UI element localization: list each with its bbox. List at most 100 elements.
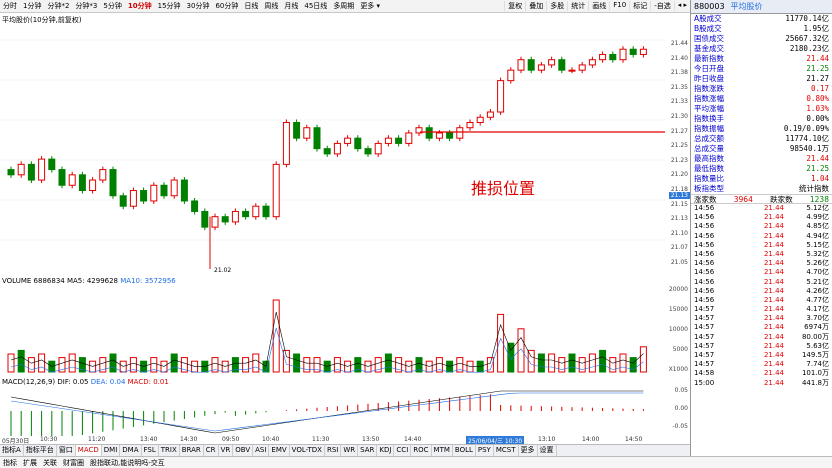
toolbar-button[interactable]: 统计 [567,1,588,11]
period-tab[interactable]: 分钟*3 [75,2,98,10]
indicator-tab[interactable]: 窗口 [57,445,76,456]
period-tab[interactable]: 15分钟 [157,2,181,10]
tick-time: 14:56 [694,249,715,258]
tick-time: 14:56 [694,222,715,231]
stat-row: 板指类型 统计指数 [691,184,832,194]
toolbar-button[interactable]: 多股 [546,1,567,11]
indicator-tab[interactable]: FSL [142,445,159,456]
status-item[interactable]: 扩展 [23,458,37,467]
indicator-tab[interactable]: RSI [325,445,342,456]
candle-body [568,69,576,72]
status-item[interactable]: 股指联动,能说明吗-交互 [90,458,165,467]
macd-panel[interactable] [0,387,665,436]
candlestick-panel[interactable]: 21.02 [0,22,665,275]
macd-dea: DEA: 0.04 [90,378,126,386]
indicator-tab[interactable]: TRIX [159,445,180,456]
period-tab[interactable]: 10分钟 [127,2,152,10]
status-item[interactable]: 关联 [43,458,57,467]
tick-list[interactable]: 14:56 21.44 5.12亿 14:56 21.44 4.99亿 14:56 21.44… [691,204,832,388]
period-tab[interactable]: 分钟*2 [47,2,70,10]
stat-value: 统计指数 [799,184,829,193]
index-info-panel: 880003 平均股价 A股成交 11770.14亿 B股成交 1.95亿 国债成交 25… [690,0,832,468]
stat-key: 平均涨幅 [694,104,724,113]
tick-price: 21.44 [763,240,784,249]
macd-macd: MACD: 0.01 [127,378,169,386]
toolbar-button[interactable]: F10 [609,1,629,11]
indicator-tab[interactable]: SAR [358,445,378,456]
indicator-tab[interactable]: MCST [494,445,519,456]
candle-body [497,80,505,113]
indicator-tab[interactable]: ASI [253,445,270,456]
volume-panel[interactable] [0,286,665,376]
period-tab[interactable]: 分时 [3,2,17,10]
period-tab[interactable]: 1分钟 [23,2,42,10]
period-tab[interactable]: 日线 [244,2,259,10]
indicator-tab[interactable]: MACD [75,445,102,456]
indicator-tab[interactable]: 指标平台 [24,445,57,456]
toolbar-button[interactable]: -自选 [650,1,674,11]
period-tab[interactable]: 45日线 [304,2,328,10]
time-label: 11:30 [312,436,330,443]
candle-body [333,142,341,155]
indicator-tab[interactable]: BOLL [453,445,476,456]
indicator-tab[interactable]: 设置 [538,445,557,456]
indicator-tab[interactable]: VOL-TDX [290,445,325,456]
indicator-tab[interactable]: DMA [120,445,142,456]
tick-row: 15:00 21.44 441.8万 [691,379,832,388]
vol-tick: 15000 [668,306,688,313]
status-item[interactable]: 指标 [3,458,17,467]
indicator-tab[interactable]: ROC [411,445,432,456]
toolbar-button[interactable]: 标记 [629,1,650,11]
volume-bar [507,342,515,373]
indicator-tab[interactable]: BRAR [180,445,204,456]
indicator-tab[interactable]: KDJ [377,445,395,456]
indicator-tab[interactable]: DMI [102,445,121,456]
time-label: 11:20 [88,436,106,443]
price-tick: 21.15 [670,200,688,208]
vol-tick: X1000 [668,366,688,373]
price-tick: 21.40 [670,54,688,62]
stat-value: 21.27 [806,74,829,83]
indicator-tab[interactable]: CR [204,445,219,456]
indicator-tab[interactable]: MTM [432,445,453,456]
stat-key: 最新指数 [694,54,724,63]
period-tab[interactable]: 月线 [284,2,299,10]
stat-key: 指数量比 [694,174,724,183]
indicator-tab[interactable]: EMV [269,445,290,456]
indicator-tab[interactable]: 指标A [0,445,24,456]
stat-key: 板指类型 [694,184,724,193]
period-tab[interactable]: 30分钟 [186,2,210,10]
indicator-tab[interactable]: PSY [476,445,494,456]
candle-body [578,64,586,71]
indicator-tab[interactable]: VR [219,445,234,456]
candle-body [48,158,56,171]
toolbar-button[interactable]: 叠加 [525,1,546,11]
time-label: 10:30 [40,436,58,443]
candle-body [201,210,209,228]
period-tab[interactable]: 多周期 [333,2,355,10]
toolbar-button[interactable]: ◂ ▸ [673,1,690,11]
volume-bar [180,357,188,373]
time-label: 09:50 [222,436,240,443]
volume-bar [639,346,647,373]
macd-tick: -0.05 [672,423,688,430]
volume-bar [558,357,566,373]
tick-row: 14:56 21.44 5.26亿 [691,259,832,268]
volume-bar [17,349,25,373]
period-tab[interactable]: 5分钟 [103,2,122,10]
toolbar-button[interactable]: 复权 [504,1,525,11]
period-tab[interactable]: 周线 [264,2,279,10]
period-toolbar: 分时 1分钟 分钟*2 分钟*3 5分钟 10分钟 15分钟 30分钟 60分钟 日线 周线 月线 45… [0,0,690,13]
period-tab[interactable]: 60分钟 [215,2,239,10]
toolbar-button[interactable]: 画线 [588,1,609,11]
status-item[interactable]: 财富圈 [63,458,84,467]
indicator-tab[interactable]: WR [341,445,359,456]
indicator-tab[interactable]: OBV [233,445,254,456]
candle-body [456,127,464,139]
candle-body [609,53,617,61]
indicator-tab[interactable]: 更多 [519,445,538,456]
vol-tick: 10000 [668,326,688,333]
period-tab[interactable]: 更多 ▾ [360,2,381,10]
stat-row: 昨日收盘 21.27 [691,74,832,84]
indicator-tab[interactable]: CCI [394,445,412,456]
